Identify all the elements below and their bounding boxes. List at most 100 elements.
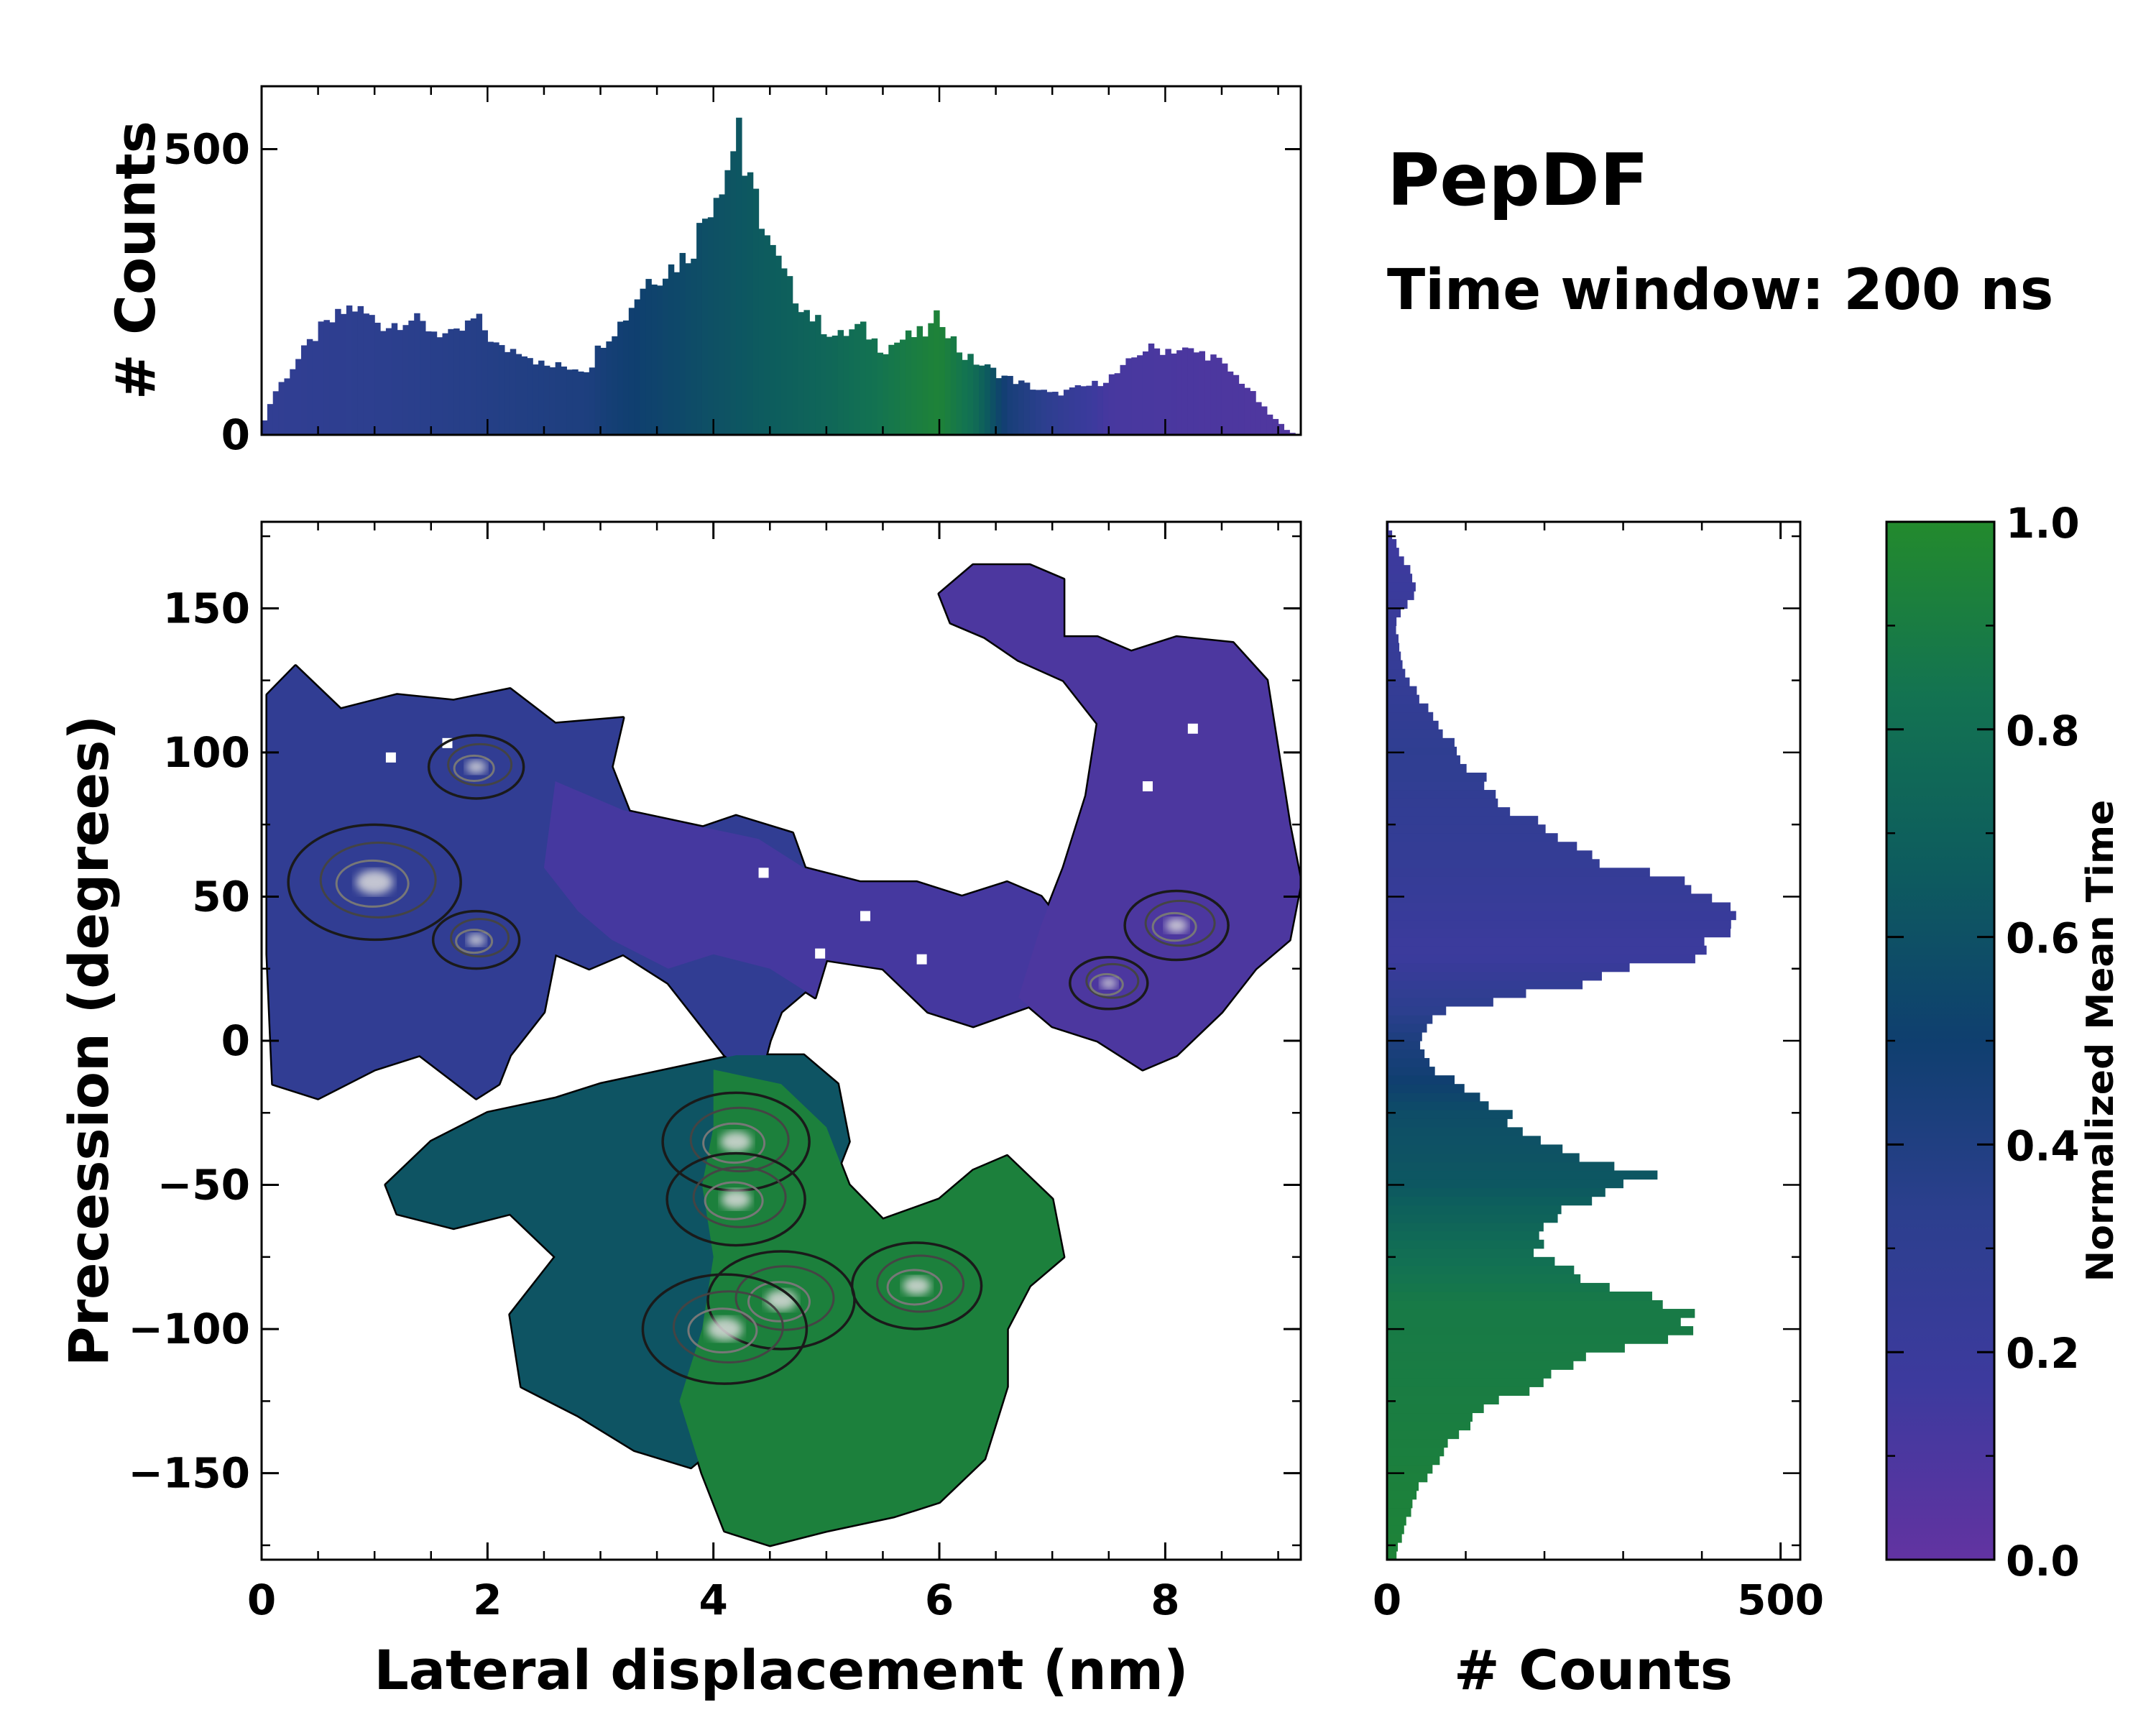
heatmap-region-fill-lower-green-basin bbox=[679, 1070, 1064, 1545]
hotspot-h-contour-outer bbox=[850, 1241, 983, 1330]
hotspot-j-peak bbox=[1100, 978, 1118, 989]
heatmap-gap bbox=[1187, 723, 1198, 734]
hotspot-b-contour-mid bbox=[447, 742, 513, 787]
top-histogram-bar bbox=[701, 218, 709, 435]
right-histogram-bar bbox=[1387, 1187, 1606, 1197]
top-histogram-bar bbox=[1058, 395, 1064, 435]
right-histogram-bar bbox=[1387, 1170, 1658, 1180]
right-histogram-bar bbox=[1387, 1447, 1445, 1457]
top-histogram-bar bbox=[979, 365, 985, 435]
top-histogram-bar bbox=[758, 229, 765, 435]
top-histogram-bar bbox=[730, 151, 737, 435]
right-histogram-bar bbox=[1387, 556, 1404, 566]
top-histogram-bars bbox=[262, 117, 1301, 435]
right-histogram-bars bbox=[1387, 522, 1736, 1560]
right-histogram-bar bbox=[1387, 1550, 1397, 1560]
right-histogram-bar bbox=[1387, 1404, 1484, 1414]
right-histogram-bar bbox=[1387, 1412, 1473, 1422]
top-histogram-bar bbox=[928, 323, 934, 435]
hotspot-j-contour-mid bbox=[1085, 962, 1140, 999]
right-histogram-bar bbox=[1387, 1421, 1471, 1431]
top-histogram-bar bbox=[707, 217, 714, 435]
top-histogram-bar bbox=[476, 313, 483, 435]
right-histogram-bar bbox=[1387, 945, 1707, 955]
top-histogram-bar bbox=[888, 344, 895, 435]
top-histogram-bar bbox=[600, 347, 607, 435]
right-histogram-bar bbox=[1387, 599, 1408, 609]
top-histogram-bar bbox=[521, 356, 528, 435]
top-histogram-bar bbox=[346, 305, 353, 435]
top-histogram-bar bbox=[464, 320, 471, 435]
colorbar-tick-label: 0.2 bbox=[2006, 1329, 2080, 1378]
right-histogram-bar bbox=[1387, 677, 1410, 687]
top-histogram-bar bbox=[1013, 384, 1019, 435]
top-histogram-bar bbox=[967, 354, 974, 435]
top-histogram-bar bbox=[369, 315, 375, 435]
right-histogram-bar bbox=[1387, 781, 1485, 791]
top-histogram-bar bbox=[922, 336, 929, 435]
top-histogram-bar bbox=[764, 235, 770, 435]
top-histogram-bar bbox=[622, 320, 630, 435]
hotspot-d-contour-inner bbox=[702, 1122, 766, 1164]
top-ytick-label: 500 bbox=[163, 124, 250, 173]
colorbar-tick-label: 0.8 bbox=[2006, 707, 2080, 755]
right-histogram-bar bbox=[1387, 1153, 1580, 1163]
top-histogram-bar bbox=[1069, 387, 1076, 435]
hotspot-h-peak bbox=[903, 1276, 931, 1295]
heatmap-gap bbox=[860, 911, 871, 921]
top-histogram-bar bbox=[809, 321, 816, 435]
right-histogram-bar bbox=[1387, 928, 1731, 938]
right-histogram-bar bbox=[1387, 1473, 1428, 1483]
hotspot-f-contour-inner bbox=[747, 1281, 811, 1322]
top-histogram-bar bbox=[673, 272, 681, 435]
top-histogram-bar bbox=[883, 354, 889, 435]
right-histogram-bar bbox=[1387, 1230, 1539, 1241]
colorbar-ticks: 0.0 0.2 0.4 0.6 0.8 1.0 bbox=[1886, 499, 2080, 1586]
main-xtick-label: 4 bbox=[699, 1576, 728, 1624]
top-histogram-bar bbox=[1227, 371, 1234, 435]
right-histogram-bar bbox=[1387, 746, 1457, 756]
top-histogram-bar bbox=[1137, 355, 1143, 435]
main-ytick-label: −50 bbox=[157, 1161, 250, 1210]
top-histogram-bar bbox=[821, 334, 827, 435]
top-histogram-ylabel: # Counts bbox=[103, 121, 167, 400]
top-histogram-bar bbox=[594, 345, 602, 435]
top-histogram-bar bbox=[662, 278, 669, 435]
top-histogram-bar bbox=[713, 198, 720, 435]
top-histogram-bar bbox=[391, 323, 398, 435]
top-histogram-bar bbox=[572, 369, 579, 435]
top-histogram-bar bbox=[335, 308, 341, 435]
top-histogram-bar bbox=[843, 336, 849, 435]
hotspot-g-peak bbox=[706, 1317, 743, 1341]
heatmap-region-fill-mid-purple-bridge bbox=[543, 781, 1075, 1026]
right-histogram-bar bbox=[1387, 919, 1731, 929]
top-histogram-bar bbox=[1181, 347, 1189, 435]
right-histogram-bar bbox=[1387, 1265, 1575, 1275]
top-histogram-bar bbox=[939, 327, 946, 435]
right-histogram-bar bbox=[1387, 1136, 1541, 1145]
right-histogram-bar bbox=[1387, 824, 1546, 834]
main-ytick-label: 150 bbox=[163, 584, 250, 632]
main-ytick-label: −150 bbox=[128, 1449, 250, 1498]
right-histogram-bar bbox=[1387, 1542, 1399, 1552]
right-histogram-bar bbox=[1387, 911, 1736, 921]
right-histogram-bar bbox=[1387, 1361, 1574, 1370]
right-histogram-bar bbox=[1387, 902, 1731, 912]
top-histogram-bar bbox=[357, 305, 364, 435]
right-histogram-bar bbox=[1387, 962, 1630, 972]
right-histogram-bar bbox=[1387, 1481, 1419, 1491]
top-histogram-bar bbox=[1102, 382, 1110, 435]
top-histogram-bar bbox=[1238, 383, 1245, 435]
top-histogram-bar bbox=[1284, 430, 1290, 435]
top-histogram-bar bbox=[1092, 380, 1098, 435]
main-ytick-label: −100 bbox=[128, 1305, 250, 1353]
top-histogram-bar bbox=[900, 339, 906, 435]
top-histogram-ticks: 0 500 bbox=[163, 86, 1301, 459]
right-histogram-bar bbox=[1387, 737, 1455, 748]
colorbar-tick-label: 0.0 bbox=[2006, 1537, 2080, 1586]
top-histogram-bar bbox=[341, 313, 347, 435]
top-histogram-bar bbox=[803, 310, 810, 435]
top-histogram-bar bbox=[589, 367, 596, 435]
top-histogram-bar bbox=[1046, 392, 1053, 435]
